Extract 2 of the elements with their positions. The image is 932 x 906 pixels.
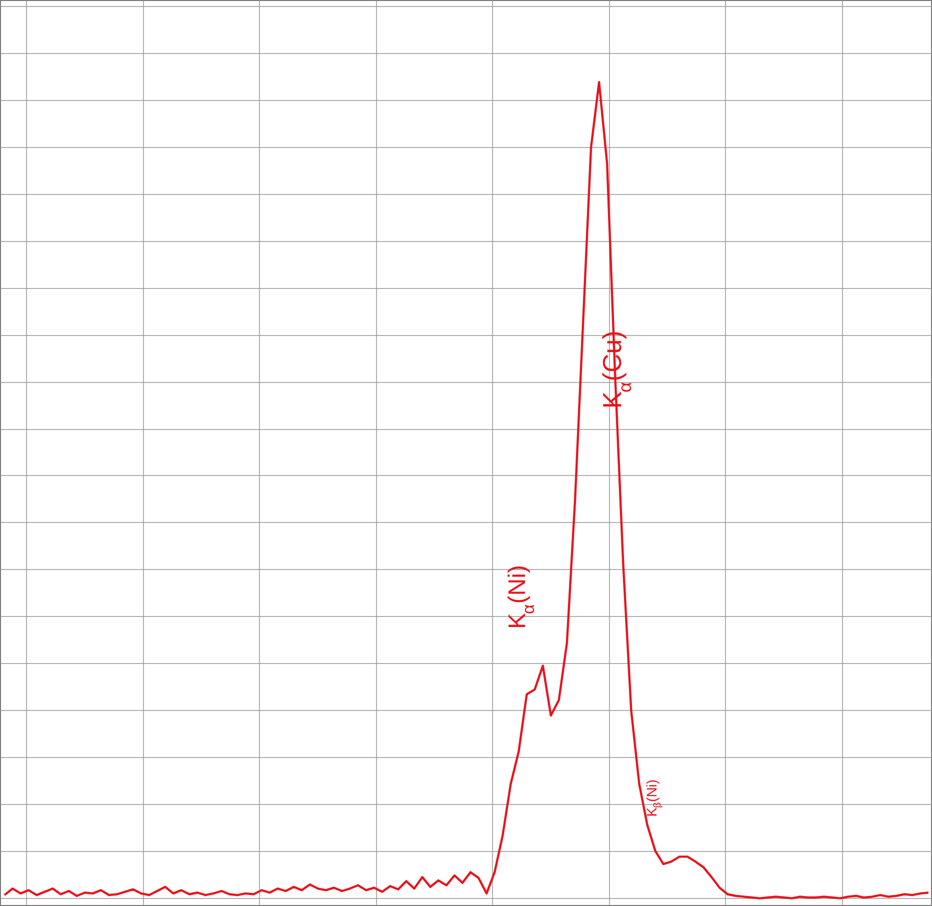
annotation: Kα(Ni) <box>504 565 538 629</box>
annotation: Kβ(Ni) <box>643 779 664 817</box>
